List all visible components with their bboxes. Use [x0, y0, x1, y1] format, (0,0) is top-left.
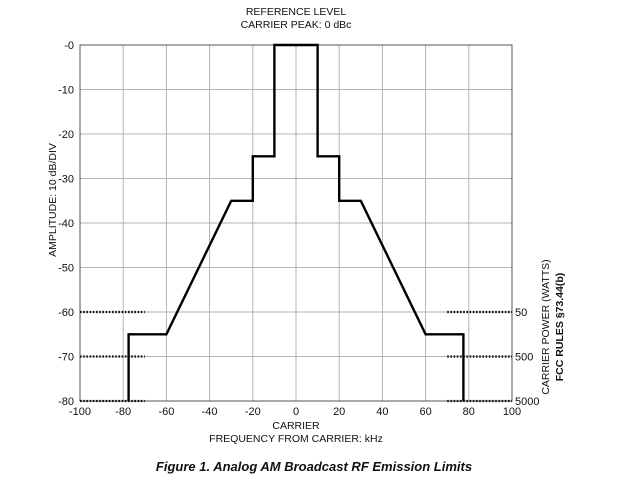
y-tick-label: -30 [58, 174, 74, 186]
power-level-label: 50 [515, 307, 527, 319]
x-tick-label: -20 [245, 406, 261, 418]
right-axis-label-line-1: CARRIER POWER (WATTS) [540, 259, 552, 394]
emission-mask-series [127, 43, 465, 401]
power-level-lines [80, 310, 512, 403]
x-tick-label: 80 [463, 406, 475, 418]
y-tick-label: -60 [58, 307, 74, 319]
y-tick-label: -70 [58, 352, 74, 364]
x-axis-label-line-1: CARRIER [272, 420, 320, 432]
right-axis-label-line-2: FCC RULES §73.44(b) [554, 273, 566, 382]
x-tick-label: 60 [419, 406, 431, 418]
y-tick-label: -40 [58, 218, 74, 230]
y-tick-labels: -0 -10 -20 -30 -40 -50 -60 -70 -80 [58, 40, 74, 408]
x-tick-label: -40 [202, 406, 218, 418]
power-level-label: 500 [515, 352, 533, 364]
grid [80, 45, 512, 401]
y-tick-label: -10 [58, 85, 74, 97]
x-tick-label: -80 [115, 406, 131, 418]
x-tick-label: -100 [69, 406, 91, 418]
x-tick-label: 0 [293, 406, 299, 418]
x-tick-label: 100 [503, 406, 521, 418]
x-axis-label-line-2: FREQUENCY FROM CARRIER: kHz [209, 433, 383, 445]
x-tick-label: 20 [333, 406, 345, 418]
power-level-label: 5000 [515, 396, 539, 408]
y-tick-label: -50 [58, 263, 74, 275]
y-tick-label: -20 [58, 129, 74, 141]
chart-title-line-2: CARRIER PEAK: 0 dBc [241, 19, 352, 31]
x-tick-label: 40 [376, 406, 388, 418]
x-tick-label: -60 [158, 406, 174, 418]
figure-caption: Figure 1. Analog AM Broadcast RF Emissio… [155, 459, 473, 474]
y-tick-label: -80 [58, 396, 74, 408]
y-tick-label: -0 [64, 40, 74, 52]
y-axis-label: AMPLITUDE: 10 dB/DIV [47, 143, 59, 257]
emission-mask-line [127, 43, 465, 401]
x-tick-labels: -100 -80 -60 -40 -20 0 20 40 60 80 100 [69, 406, 521, 418]
chart-title-line-1: REFERENCE LEVEL [246, 6, 347, 18]
power-level-labels: 50 500 5000 [515, 307, 539, 408]
